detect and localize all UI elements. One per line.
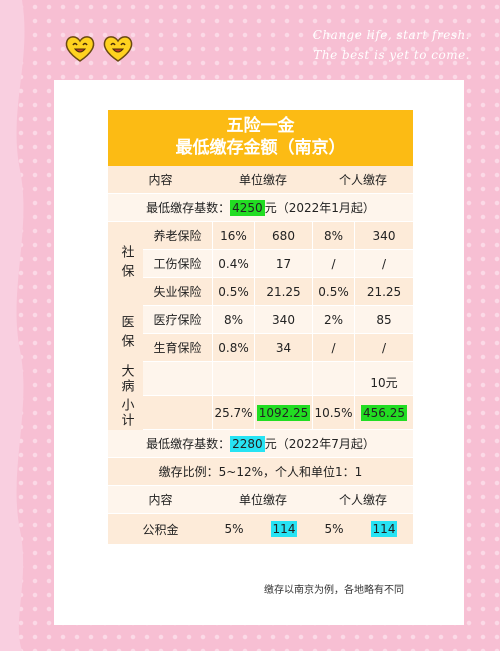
gjj-unit-amount: 114 bbox=[270, 521, 298, 537]
gjj-personal-amount: 114 bbox=[370, 521, 398, 537]
table-title: 五险一金 最低缴存金额（南京） bbox=[108, 110, 413, 166]
table-row: 工伤保险 0.4% 17 / / bbox=[143, 250, 413, 278]
header-row: 内容 单位缴存 个人缴存 bbox=[108, 166, 413, 194]
subtotal-unit-amount: 1092.25 bbox=[256, 404, 311, 421]
title-line-2: 最低缴存金额（南京） bbox=[175, 138, 346, 158]
insurance-rows: 社保 医保 大病 小计 养老保险 16% 680 8% 340 工伤保险 0.4… bbox=[108, 222, 413, 430]
smiley-heart-icon bbox=[65, 36, 95, 62]
base-row-2: 最低缴存基数： 2280 元（2022年7月起） bbox=[108, 430, 413, 458]
header-content: 内容 bbox=[148, 173, 173, 187]
table-row: 失业保险 0.5% 21.25 0.5% 21.25 bbox=[143, 278, 413, 306]
base-row-1: 最低缴存基数： 4250 元（2022年1月起） bbox=[108, 194, 413, 222]
table-row: 医疗保险 8% 340 2% 85 bbox=[143, 306, 413, 334]
smiley-heart-icon bbox=[103, 36, 133, 62]
group-label-yibao: 医保 bbox=[108, 306, 143, 362]
base-value: 4250 bbox=[230, 199, 265, 216]
base-label: 最低缴存基数： bbox=[146, 201, 231, 215]
base2-suffix: 元（2022年7月起） bbox=[264, 437, 375, 451]
group-label-dabing: 大病 bbox=[108, 362, 143, 396]
base2-label: 最低缴存基数： bbox=[146, 437, 231, 451]
insurance-table: 五险一金 最低缴存金额（南京） 内容 单位缴存 个人缴存 最低缴存基数： 425… bbox=[108, 110, 413, 544]
header-row-2: 内容 单位缴存 个人缴存 bbox=[108, 486, 413, 514]
subtotal-personal-amount: 456.25 bbox=[361, 404, 407, 421]
wave-border bbox=[0, 0, 25, 651]
table-row: 养老保险 16% 680 8% 340 bbox=[143, 222, 413, 250]
ratio-text: 缴存比例：5~12%，个人和单位1：1 bbox=[158, 465, 363, 479]
footnote: 缴存以南京为例，各地略有不同 bbox=[264, 585, 404, 596]
dabing-row: 10元 bbox=[143, 362, 413, 396]
base2-value: 2280 bbox=[230, 435, 265, 452]
subtotal-row: 25.7% 1092.25 10.5% 456.25 bbox=[143, 396, 413, 430]
group-label-shebao: 社保 bbox=[108, 222, 143, 306]
title-line-1: 五险一金 bbox=[226, 116, 295, 136]
header-personal: 个人缴存 bbox=[338, 173, 387, 187]
group-label-xiaoji: 小计 bbox=[108, 396, 143, 430]
dabing-amount: 10元 bbox=[370, 376, 398, 390]
decor-text-1: Change life, start fresh. bbox=[312, 28, 470, 42]
gjj-row: 公积金 5% 114 5% 114 bbox=[108, 514, 413, 544]
ratio-row: 缴存比例：5~12%，个人和单位1：1 bbox=[108, 458, 413, 486]
decor-text-2: The best is yet to come. bbox=[313, 48, 470, 62]
header-unit: 单位缴存 bbox=[238, 173, 287, 187]
table-row: 生育保险 0.8% 34 / / bbox=[143, 334, 413, 362]
base-suffix: 元（2022年1月起） bbox=[264, 201, 375, 215]
